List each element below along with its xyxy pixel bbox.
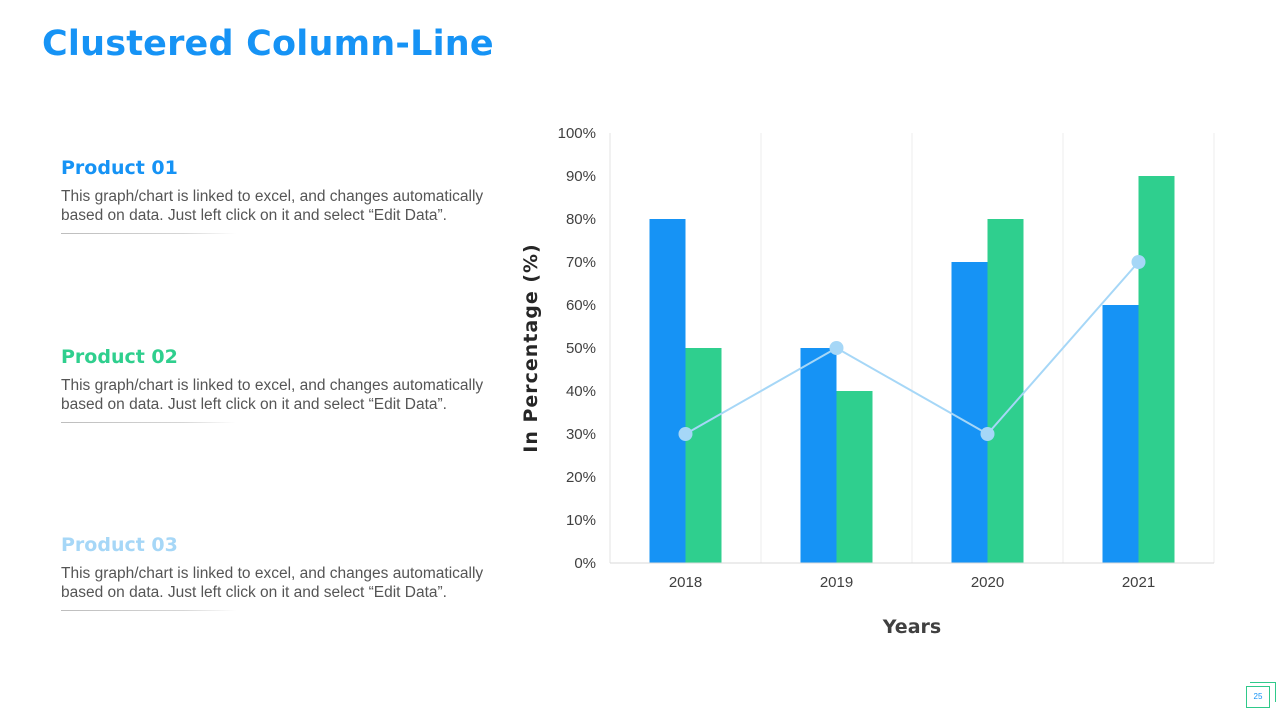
page-number: 25 — [1246, 686, 1270, 708]
point-product-03-2021 — [1131, 255, 1146, 269]
bar-product-01-2019 — [800, 348, 837, 563]
product-03-block: Product 03 This graph/chart is linked to… — [61, 534, 511, 611]
x-tick-label: 2019 — [820, 574, 853, 591]
x-tick-label: 2020 — [971, 574, 1004, 591]
product-02-block: Product 02 This graph/chart is linked to… — [61, 346, 511, 423]
y-tick-label: 100% — [558, 125, 596, 142]
point-product-03-2019 — [829, 341, 844, 355]
bar-product-01-2021 — [1102, 305, 1139, 563]
bar-product-01-2020 — [951, 262, 988, 563]
bar-product-01-2018 — [649, 219, 686, 563]
x-axis-title: Years — [882, 616, 941, 638]
product-01-block: Product 01 This graph/chart is linked to… — [61, 157, 511, 234]
line-product-03 — [685, 261, 1140, 436]
product-03-name: Product 03 — [61, 534, 178, 556]
product-03-description: This graph/chart is linked to excel, and… — [61, 565, 484, 601]
bar-product-02-2018 — [685, 348, 722, 563]
product-03-divider — [61, 610, 236, 611]
bar-product-02-2020 — [987, 219, 1024, 563]
y-tick-label: 30% — [566, 426, 596, 443]
y-tick-label: 0% — [574, 555, 596, 572]
bar-product-02-2019 — [836, 391, 873, 563]
slide-title: Clustered Column-Line — [42, 24, 494, 64]
page-number-decoration — [1250, 682, 1276, 702]
product-01-divider — [61, 233, 236, 234]
y-tick-label: 80% — [566, 211, 596, 228]
product-02-description: This graph/chart is linked to excel, and… — [61, 377, 484, 413]
y-tick-label: 70% — [566, 254, 596, 271]
bar-product-02-2021 — [1138, 176, 1175, 563]
point-product-03-2018 — [678, 427, 693, 441]
product-01-description: This graph/chart is linked to excel, and… — [61, 188, 484, 224]
product-02-name: Product 02 — [61, 346, 178, 368]
y-tick-label: 90% — [566, 168, 596, 185]
y-tick-label: 50% — [566, 340, 596, 357]
x-tick-label: 2018 — [669, 574, 702, 591]
y-axis-title: In Percentage (%) — [520, 243, 542, 452]
y-tick-label: 20% — [566, 469, 596, 486]
y-tick-label: 10% — [566, 512, 596, 529]
y-tick-label: 60% — [566, 297, 596, 314]
product-02-divider — [61, 422, 236, 423]
x-tick-label: 2021 — [1122, 574, 1155, 591]
product-01-name: Product 01 — [61, 157, 178, 179]
point-product-03-2020 — [980, 427, 995, 441]
y-tick-label: 40% — [566, 383, 596, 400]
